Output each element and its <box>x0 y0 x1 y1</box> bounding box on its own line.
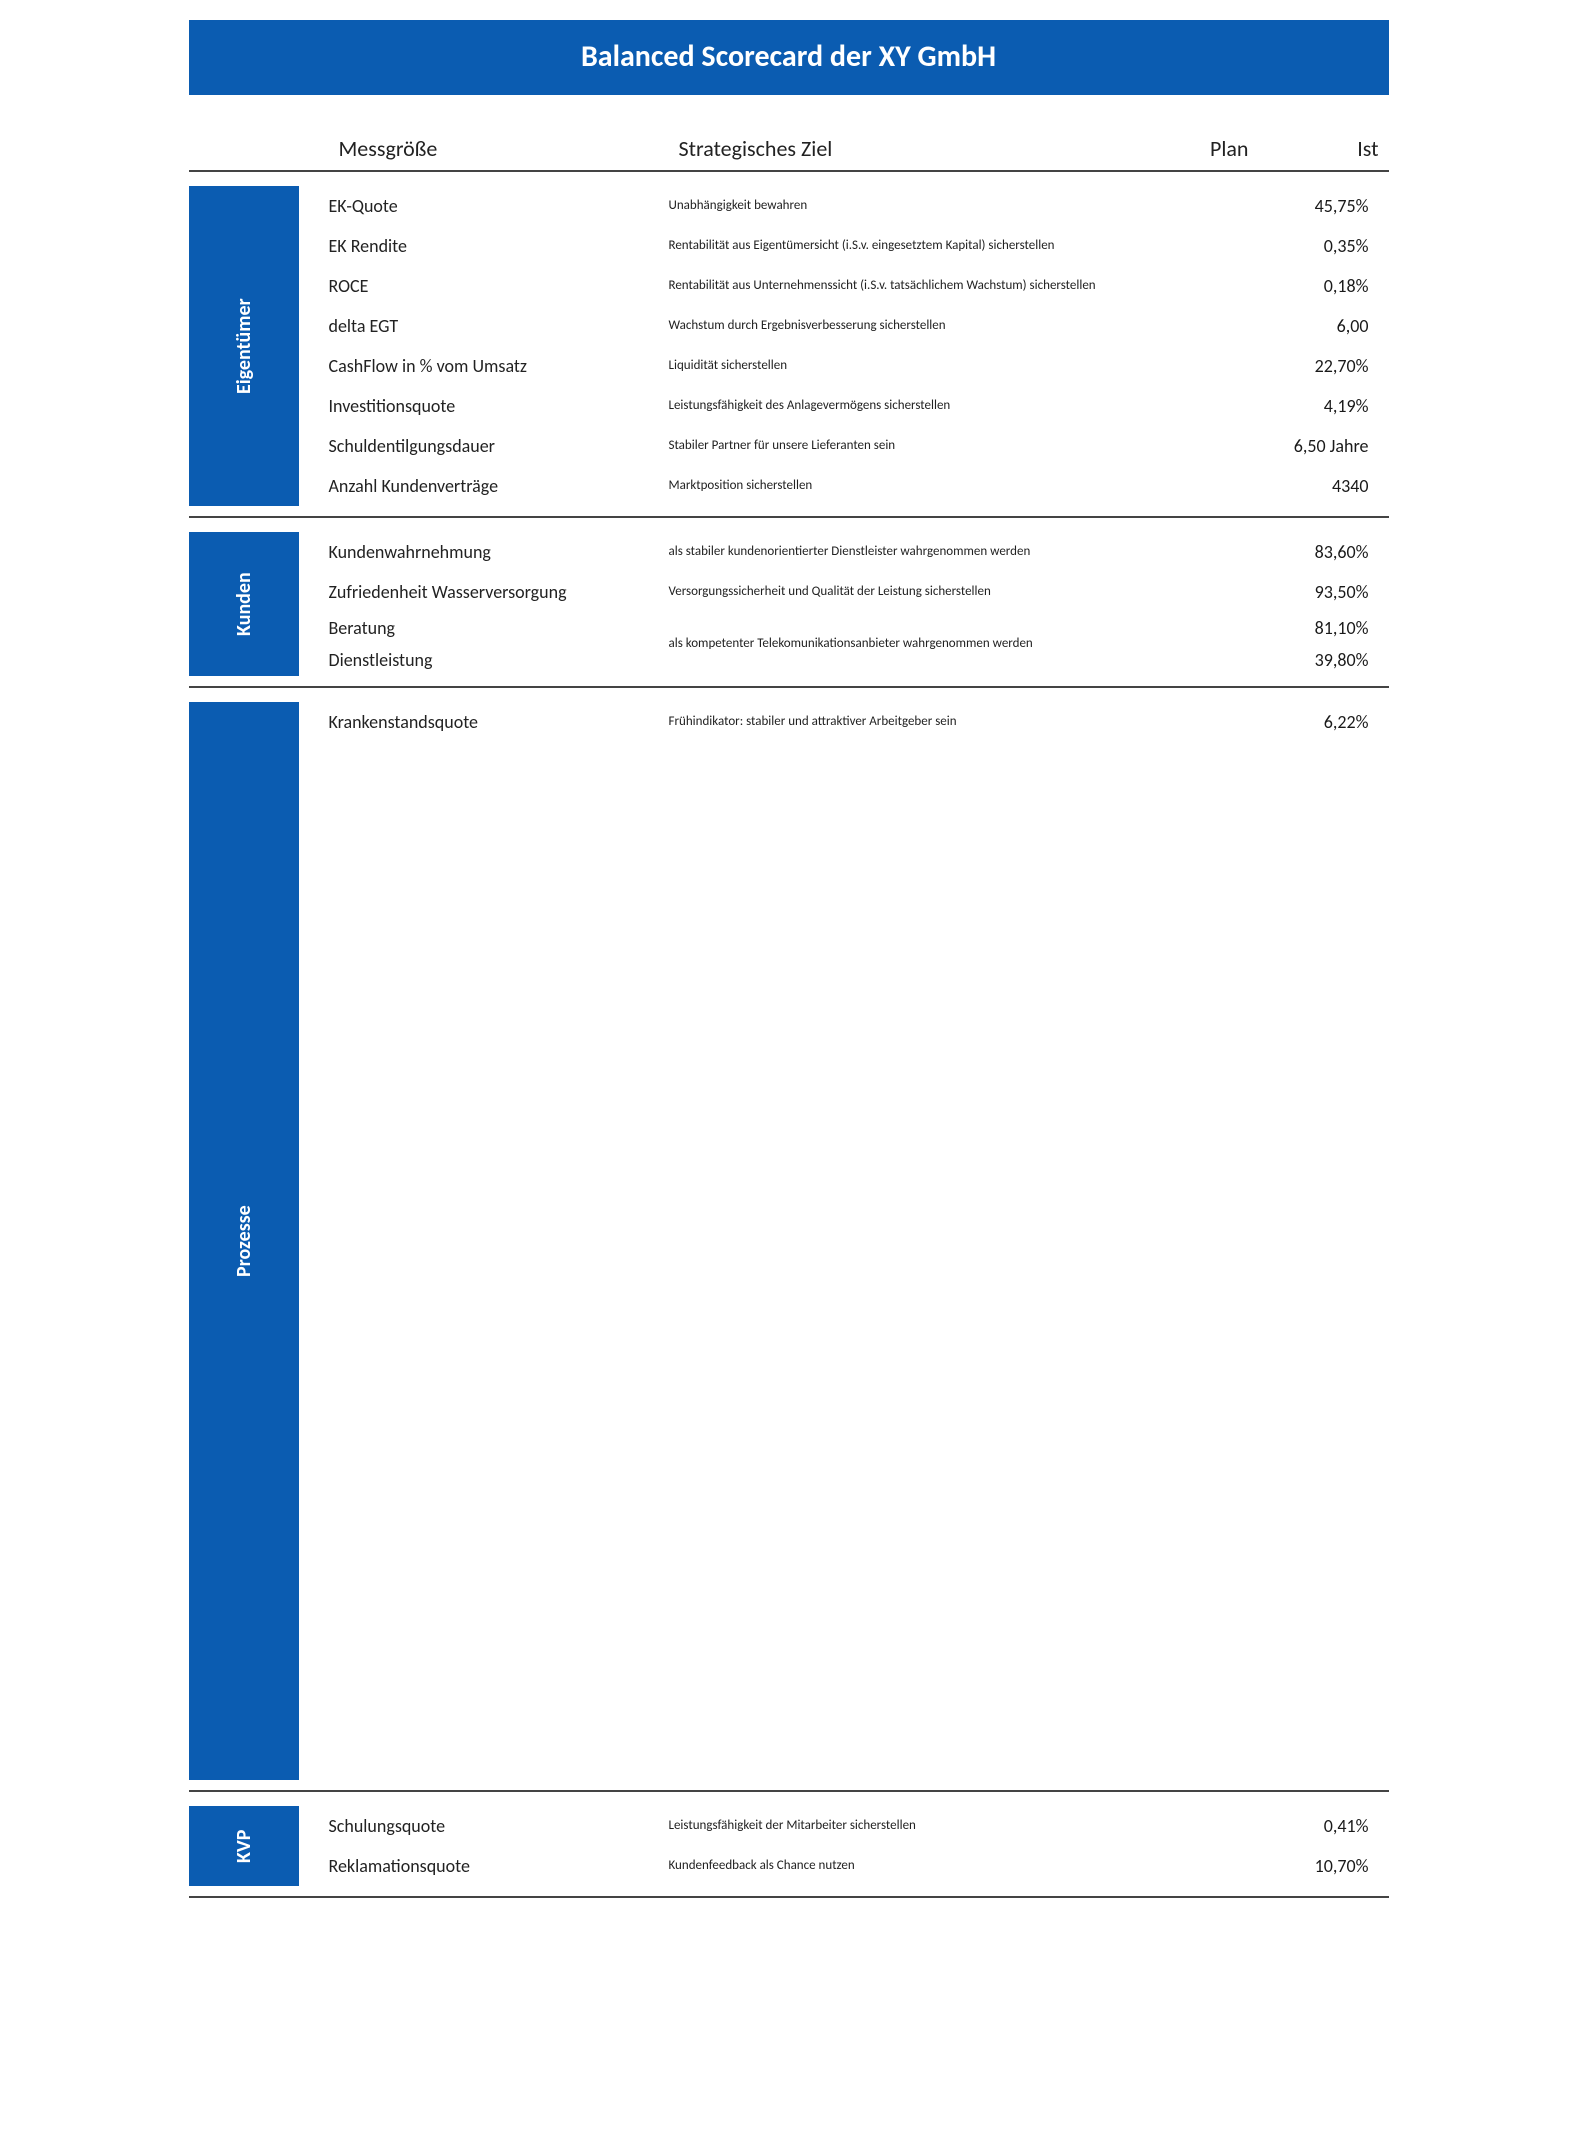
metric-cell: CashFlow in % vom Umsatz <box>329 355 659 377</box>
ist-cell: 83,60% <box>1249 541 1369 563</box>
goal-cell: Unabhängigkeit bewahren <box>669 198 1129 215</box>
scorecard-section: KVP Schulungsquote Leistungsfähigkeit der … <box>189 1806 1389 1898</box>
ist-cell: 22,70% <box>1249 355 1369 377</box>
goal-cell: Versorgungssicherheit und Qualität der L… <box>669 584 1129 601</box>
table-row: Investitionsquote Leistungsfähigkeit des … <box>329 386 1389 426</box>
col-header-plan: Plan <box>1149 135 1249 162</box>
section-label-wrap: Prozesse <box>189 702 329 1780</box>
section-label: Eigentümer <box>189 186 299 506</box>
metric-cell: Krankenstandsquote <box>329 711 659 733</box>
metric-cell: delta EGT <box>329 315 659 337</box>
table-row: Kundenwahrnehmung als stabiler kundenorie… <box>329 532 1389 572</box>
table-row: Krankenstandsquote Frühindikator: stabile… <box>329 702 1389 742</box>
table-row: EK-Quote Unabhängigkeit bewahren 45,75% <box>329 186 1389 226</box>
goal-cell: Liquidität sicherstellen <box>669 358 1129 375</box>
section-label-wrap: Kunden <box>189 532 329 676</box>
section-rows: Kundenwahrnehmung als stabiler kundenorie… <box>329 532 1389 676</box>
ist-cell: 45,75% <box>1249 195 1369 217</box>
padding-row <box>329 742 1389 778</box>
metric-cell: Anzahl Kundenverträge <box>329 475 659 497</box>
col-header-messgroesse: Messgröße <box>339 135 669 162</box>
table-row: delta EGT Wachstum durch Ergebnisverbesse… <box>329 306 1389 346</box>
section-label-wrap: Eigentümer <box>189 186 329 506</box>
ist-cell: 39,80% <box>1249 644 1369 676</box>
scorecard-section: Eigentümer EK-Quote Unabhängigkeit bewahre… <box>189 186 1389 518</box>
ist-cell: 0,18% <box>1249 275 1369 297</box>
ist-cell: 93,50% <box>1249 581 1369 603</box>
goal-cell: als kompetenter Telekomunikationsanbiete… <box>669 636 1129 653</box>
ist-cell: 4,19% <box>1249 395 1369 417</box>
section-label: Kunden <box>189 532 299 676</box>
table-row: Schuldentilgungsdauer Stabiler Partner fü… <box>329 426 1389 466</box>
table-row: ROCE Rentabilität aus Unternehmenssicht (… <box>329 266 1389 306</box>
goal-cell: als stabiler kundenorientierter Dienstle… <box>669 544 1129 561</box>
metric-cell: EK Rendite <box>329 235 659 257</box>
metric-cell: Reklamationsquote <box>329 1855 659 1877</box>
goal-cell: Rentabilität aus Unternehmenssicht (i.S.… <box>669 278 1129 295</box>
ist-cell: 6,00 <box>1249 315 1369 337</box>
table-row: Zufriedenheit Wasserversorgung Versorgung… <box>329 572 1389 612</box>
ist-cell: 0,41% <box>1249 1815 1369 1837</box>
col-header-ist: Ist <box>1259 135 1379 162</box>
goal-cell: Leistungsfähigkeit der Mitarbeiter siche… <box>669 1818 1129 1835</box>
goal-cell: Wachstum durch Ergebnisverbesserung sich… <box>669 318 1129 335</box>
col-header-strategisches-ziel: Strategisches Ziel <box>679 135 1139 162</box>
metric-cell: Schulungsquote <box>329 1815 659 1837</box>
goal-cell: Leistungsfähigkeit des Anlagevermögens s… <box>669 398 1129 415</box>
ist-cell: 6,50 Jahre <box>1249 435 1369 457</box>
table-row: Schulungsquote Leistungsfähigkeit der Mit… <box>329 1806 1389 1846</box>
metric-cell: Dienstleistung <box>329 644 659 676</box>
ist-cell: 6,22% <box>1249 711 1369 733</box>
section-label-wrap: KVP <box>189 1806 329 1886</box>
metric-cell: Kundenwahrnehmung <box>329 541 659 563</box>
metric-cell: Investitionsquote <box>329 395 659 417</box>
table-row: Reklamationsquote Kundenfeedback als Chan… <box>329 1846 1389 1886</box>
goal-cell: Kundenfeedback als Chance nutzen <box>669 1858 1129 1875</box>
metric-cell: ROCE <box>329 275 659 297</box>
table-row: EK Rendite Rentabilität aus Eigentümersic… <box>329 226 1389 266</box>
metric-cell: EK-Quote <box>329 195 659 217</box>
goal-cell: Marktposition sicherstellen <box>669 478 1129 495</box>
sections-container: Eigentümer EK-Quote Unabhängigkeit bewahre… <box>189 186 1389 1898</box>
header-spacer <box>189 135 329 162</box>
table-row: CashFlow in % vom Umsatz Liquidität siche… <box>329 346 1389 386</box>
goal-cell: Rentabilität aus Eigentümersicht (i.S.v.… <box>669 238 1129 255</box>
metric-cell: Schuldentilgungsdauer <box>329 435 659 457</box>
scorecard-section: Kunden Kundenwahrnehmung als stabiler kund… <box>189 532 1389 688</box>
ist-cell: 0,35% <box>1249 235 1369 257</box>
ist-cell: 10,70% <box>1249 1855 1369 1877</box>
page-title: Balanced Scorecard der XY GmbH <box>189 20 1389 95</box>
section-rows: EK-Quote Unabhängigkeit bewahren 45,75% EK … <box>329 186 1389 506</box>
section-label: KVP <box>189 1806 299 1886</box>
section-rows: Schulungsquote Leistungsfähigkeit der Mit… <box>329 1806 1389 1886</box>
metric-cell: Beratung <box>329 612 659 644</box>
ist-cell: 81,10% <box>1249 612 1369 644</box>
table-row: Anzahl Kundenverträge Marktposition siche… <box>329 466 1389 506</box>
metric-cell: Zufriedenheit Wasserversorgung <box>329 581 659 603</box>
merged-row-block: Beratung als kompetenter Telekomunikation… <box>329 612 1389 676</box>
scorecard-section: Prozesse Krankenstandsquote Frühindikator:… <box>189 702 1389 1792</box>
section-label: Prozesse <box>189 702 299 1780</box>
column-header-row: Messgröße Strategisches Ziel Plan Ist <box>189 135 1389 172</box>
goal-cell: Stabiler Partner für unsere Lieferanten … <box>669 438 1129 455</box>
ist-cell: 4340 <box>1249 475 1369 497</box>
section-rows: Krankenstandsquote Frühindikator: stabile… <box>329 702 1389 1780</box>
goal-cell: Frühindikator: stabiler und attraktiver … <box>669 714 1129 731</box>
scorecard-page: Balanced Scorecard der XY GmbH Messgröße… <box>149 0 1429 1938</box>
